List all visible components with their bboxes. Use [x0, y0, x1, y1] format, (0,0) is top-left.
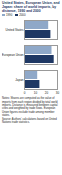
html-text:2000: 2000: [19, 13, 26, 17]
svg-text:United States: United States: [5, 28, 24, 32]
html-text:United States, European Union,: United States, European Union, and Japan…: [2, 1, 60, 13]
svg-text:0: 0: [24, 91, 26, 95]
svg-text:10: 10: [34, 91, 38, 95]
svg-text:Japan: Japan: [15, 78, 24, 82]
html-text:Source: Authors' calculations: Source: Authors' calculations based on U…: [2, 118, 57, 125]
html-text:Notes: Shares are computed as: Notes: Shares are computed as the value …: [2, 97, 58, 117]
svg-text:30: 30: [56, 91, 60, 95]
svg-text:European Union: European Union: [2, 53, 24, 57]
svg-text:20: 20: [45, 91, 49, 95]
html-text:1990: 1990: [6, 13, 13, 17]
